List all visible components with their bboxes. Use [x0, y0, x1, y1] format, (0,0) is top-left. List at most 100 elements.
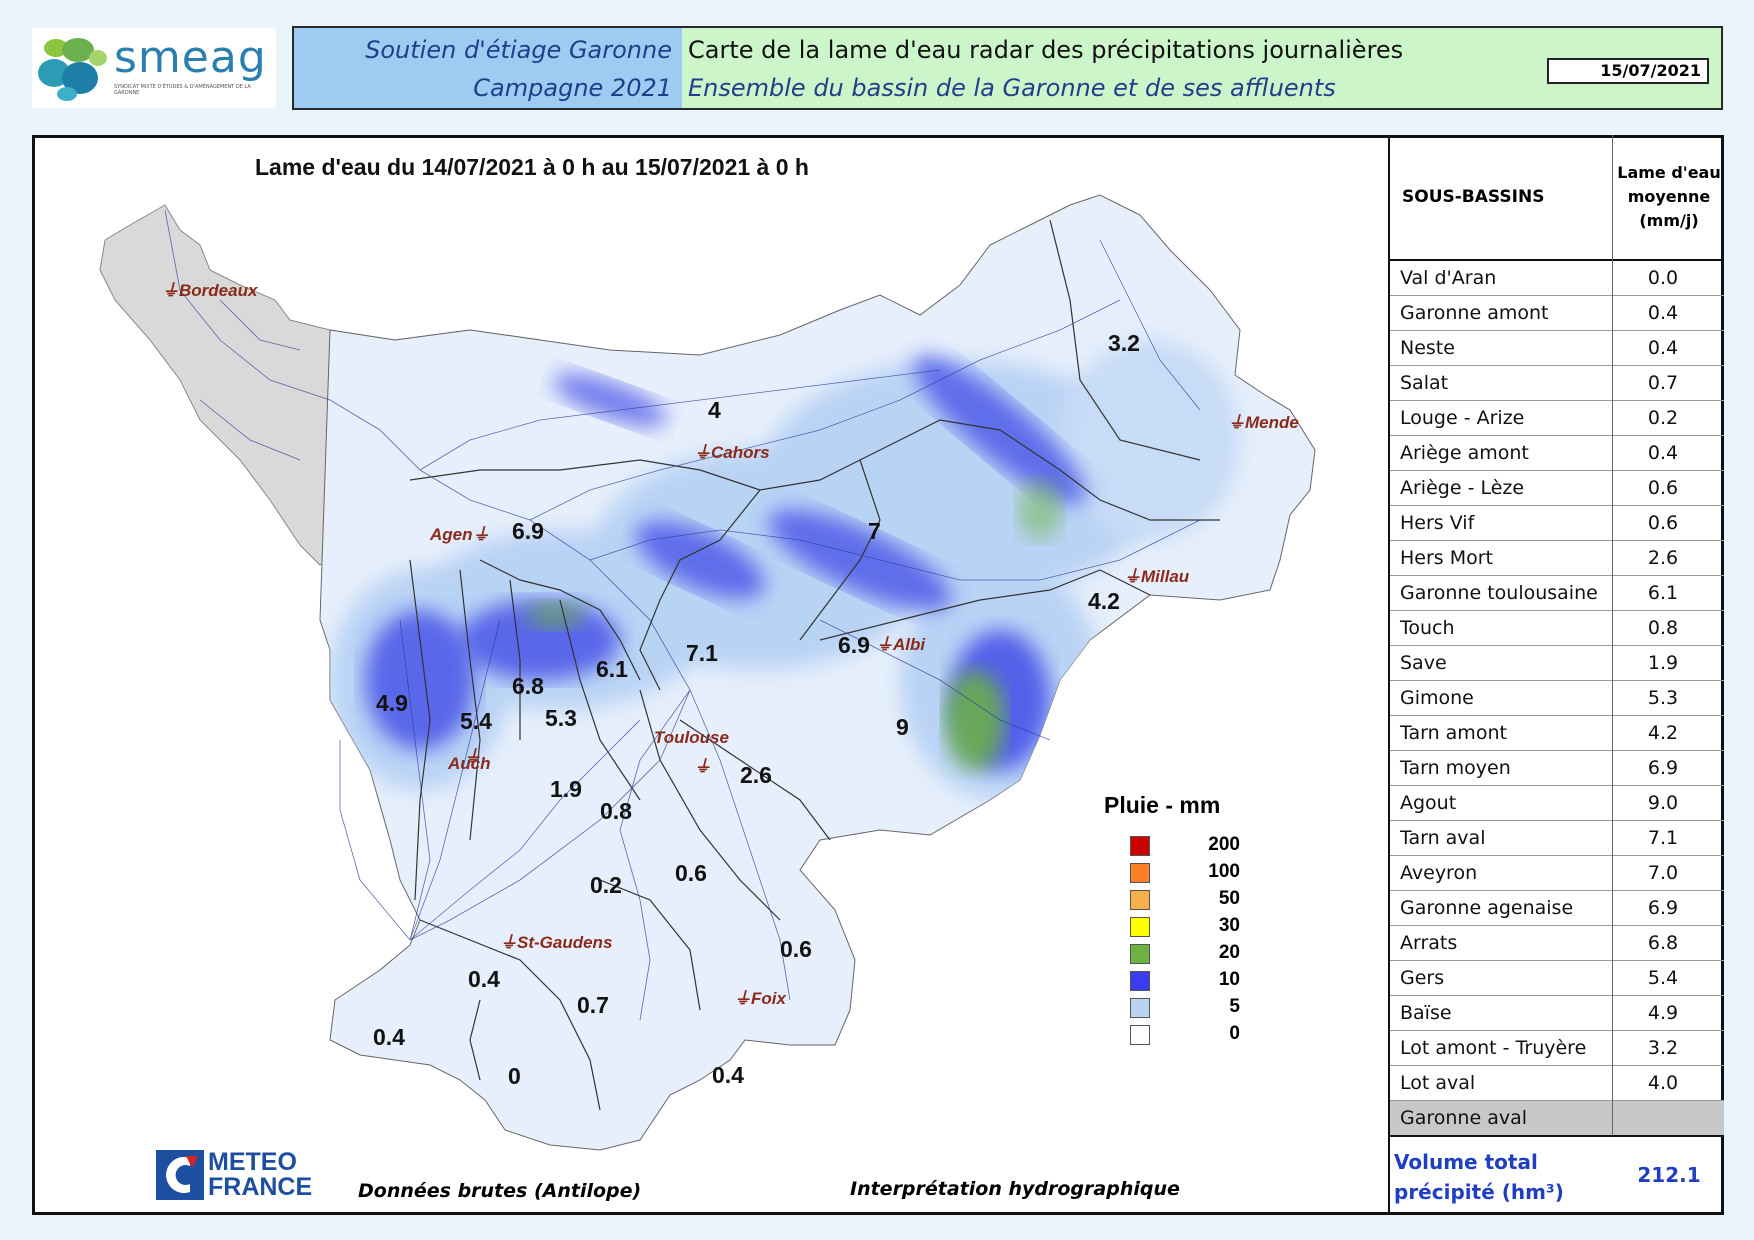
basin-value-lot-amont: 3.2 [1108, 330, 1140, 356]
rain-map [99, 194, 1316, 1151]
basin-value-louge-arize: 0.2 [590, 872, 622, 898]
subbasin-value: 1.9 [1647, 652, 1679, 674]
page-subtitle: Ensemble du bassin de la Garonne et de s… [688, 74, 1336, 102]
subbasin-name: Baïse [1400, 1002, 1452, 1024]
pin-icon: ⏚ [694, 757, 711, 776]
table-row: Hers Vif 0.6 [1390, 506, 1724, 541]
pin-icon: ⏚ [1124, 567, 1141, 586]
subbasin-name: Save [1400, 652, 1447, 674]
total-value: 212.1 [1637, 1163, 1701, 1187]
pin-icon: ⏚ [500, 933, 517, 952]
legend-label: 0 [1229, 1023, 1240, 1044]
basin-value-neste: 0.4 [468, 966, 500, 992]
table-header: SOUS-BASSINS Lame d'eau moyenne (mm/j) [1390, 135, 1724, 261]
basin-value-aveyron: 7 [868, 518, 881, 544]
subbasin-value: 0.7 [1647, 372, 1679, 394]
pin-icon: ⏚ [162, 281, 179, 300]
subbasin-name: Gers [1400, 967, 1445, 989]
subbasin-value: 0.4 [1647, 442, 1679, 464]
basin-value-garonne-amont: 0.4 [373, 1024, 405, 1050]
city-mende: ⏚Mende [1228, 413, 1299, 432]
header-right: Carte de la lame d'eau radar des précipi… [682, 28, 1721, 108]
legend-label: 5 [1229, 996, 1240, 1017]
subbasin-value: 2.6 [1647, 547, 1679, 569]
basin-value-arrats: 6.8 [512, 673, 544, 699]
table-row: Gimone 5.3 [1390, 681, 1724, 716]
table-row: Touch 0.8 [1390, 611, 1724, 646]
city-auch-label: Auch [448, 754, 491, 773]
subbasin-value: 6.8 [1647, 932, 1679, 954]
subbasin-name: Salat [1400, 372, 1449, 394]
subbasin-name: Tarn amont [1400, 722, 1507, 744]
legend-label: 30 [1218, 915, 1240, 936]
basin-value-agout: 9 [896, 714, 909, 740]
subbasin-value: 4.2 [1647, 722, 1679, 744]
subbasin-name: Lot aval [1400, 1072, 1476, 1094]
legend-swatch [1130, 1025, 1150, 1045]
table-row: Garonne amont 0.4 [1390, 296, 1724, 331]
city-bordeaux: ⏚Bordeaux [162, 281, 258, 300]
table-row: Hers Mort 2.6 [1390, 541, 1724, 576]
legend-item: 0 [1130, 1023, 1330, 1047]
subbasin-name: Louge - Arize [1400, 407, 1525, 429]
basin-value-tarn-amont: 4.2 [1088, 588, 1120, 614]
subbasin-name: Lot amont - Truyère [1400, 1037, 1587, 1059]
subbasin-table: SOUS-BASSINS Lame d'eau moyenne (mm/j) V… [1388, 135, 1724, 1215]
city-cahors: ⏚Cahors [694, 443, 770, 462]
subbasin-name: Garonne aval [1400, 1107, 1528, 1129]
subbasin-value: 0.2 [1647, 407, 1679, 429]
table-row: Arrats 6.8 [1390, 926, 1724, 961]
pin-icon: ⏚ [1228, 413, 1245, 432]
table-row: Save 1.9 [1390, 646, 1724, 681]
table-col-subbasins: SOUS-BASSINS [1402, 187, 1545, 207]
table-row: Tarn amont 4.2 [1390, 716, 1724, 751]
table-row: Aveyron 7.0 [1390, 856, 1724, 891]
smeag-logo: smeag SYNDICAT MIXTE D'ÉTUDES & D'AMÉNAG… [32, 28, 276, 108]
table-row: Val d'Aran 0.0 [1390, 261, 1724, 296]
legend-swatch [1130, 998, 1150, 1018]
subbasin-value: 4.9 [1647, 1002, 1679, 1024]
table-col-rain: Lame d'eau moyenne (mm/j) [1617, 163, 1721, 230]
table-row: Lot amont - Truyère 3.2 [1390, 1031, 1724, 1066]
table-row: Neste 0.4 [1390, 331, 1724, 366]
basin-value-ariege-leze: 0.6 [675, 860, 707, 886]
pin-icon: ⏚ [734, 989, 751, 1008]
table-row: Lot aval 4.0 [1390, 1066, 1724, 1101]
basin-value-tarn-aval: 7.1 [686, 640, 718, 666]
subbasin-name: Hers Vif [1400, 512, 1475, 534]
basin-value-touch: 0.8 [600, 798, 632, 824]
subbasin-name: Touch [1400, 617, 1455, 639]
map-title: Lame d'eau du 14/07/2021 à 0 h au 15/07/… [255, 154, 809, 180]
table-row: Gers 5.4 [1390, 961, 1724, 996]
legend-item: 5 [1130, 996, 1330, 1020]
campaign-year: Campagne 2021 [473, 74, 672, 102]
table-row: Salat 0.7 [1390, 366, 1724, 401]
basin-value-gers: 5.4 [460, 708, 492, 734]
subbasin-name: Garonne agenaise [1400, 897, 1574, 919]
legend-swatch [1130, 890, 1150, 910]
subbasin-name: Ariège - Lèze [1400, 477, 1525, 499]
header-banner: Soutien d'étiage Garonne Campagne 2021 C… [292, 26, 1723, 110]
subbasin-name: Arrats [1400, 932, 1458, 954]
legend-item: 50 [1130, 888, 1330, 912]
meteo-france-logo: METEO FRANCE [156, 1150, 330, 1200]
subbasin-name: Garonne toulousaine [1400, 582, 1598, 604]
basin-value-val-aran: 0 [508, 1063, 521, 1089]
table-row: Agout 9.0 [1390, 786, 1724, 821]
legend-label: 100 [1208, 861, 1240, 882]
basin-value-lot-aval: 4 [708, 397, 721, 423]
city-albi: ⏚Albi [876, 635, 926, 654]
legend-title: Pluie - mm [1104, 792, 1221, 818]
legend-item: 20 [1130, 942, 1330, 966]
subbasin-value: 7.0 [1647, 862, 1679, 884]
smeag-logo-icon [38, 38, 107, 101]
table-row: Ariège - Lèze 0.6 [1390, 471, 1724, 506]
table-total: Volume total précipité (hm³) 212.1 [1390, 1135, 1724, 1215]
city-st-gaudens: ⏚St-Gaudens [500, 933, 613, 952]
subbasin-value: 0.6 [1647, 477, 1679, 499]
basin-value-ariege-amont: 0.4 [712, 1062, 744, 1088]
header-left: Soutien d'étiage Garonne Campagne 2021 [294, 28, 682, 108]
meteo-france-icon [156, 1150, 204, 1200]
legend-swatch [1130, 863, 1150, 883]
subbasin-borders [409, 219, 1220, 1111]
